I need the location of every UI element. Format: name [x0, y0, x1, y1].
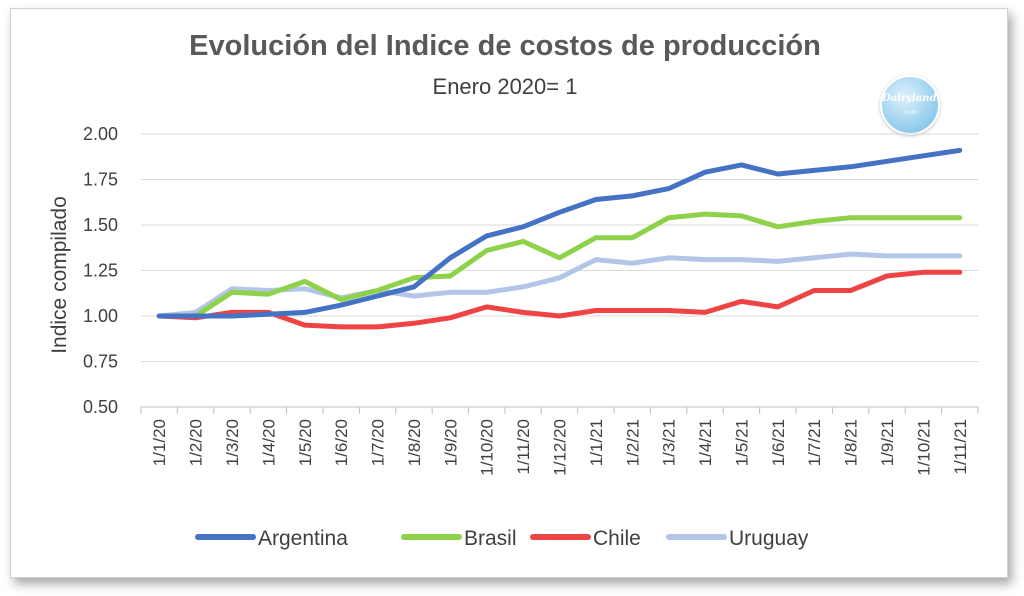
- x-tick-label: 1/8/20: [405, 419, 424, 466]
- y-tick-label: 1.25: [83, 261, 118, 281]
- x-tick-label: 1/3/20: [223, 419, 242, 466]
- legend-label-argentina: Argentina: [258, 527, 348, 550]
- y-tick-label: 2.00: [83, 124, 118, 144]
- y-axis-label: Indice compilado: [48, 196, 71, 354]
- legend-label-uruguay: Uruguay: [729, 527, 809, 550]
- x-tick-label: 1/8/21: [842, 419, 861, 466]
- x-tick-label: 1/4/20: [259, 419, 278, 466]
- x-tick-label: 1/12/20: [551, 419, 570, 476]
- logo-text: Dairylando: [882, 93, 944, 104]
- x-tick-label: 1/4/21: [696, 419, 715, 466]
- legend-label-brasil: Brasil: [464, 527, 517, 550]
- x-tick-label: 1/10/20: [478, 419, 497, 476]
- chart-title: Evolución del Indice de costos de produc…: [189, 30, 821, 62]
- y-axis-ticks: 0.50 0.75 1.00 1.25 1.50 1.75 2.00: [83, 124, 118, 417]
- x-tick-label: 1/1/21: [587, 419, 606, 466]
- y-tick-label: 1.50: [83, 215, 118, 235]
- x-axis: 1/1/20 1/2/20 1/3/20 1/4/20 1/5/20 1/6/20 1/7/…: [140, 406, 979, 476]
- x-tick-label: 1/11/21: [951, 419, 970, 474]
- x-tick-label: 1/11/20: [514, 419, 533, 474]
- legend-label-chile: Chile: [593, 527, 641, 550]
- x-tick-label: 1/3/21: [660, 419, 679, 466]
- x-tick-label: 1/9/20: [441, 419, 460, 466]
- x-tick-label: 1/6/20: [332, 419, 351, 466]
- x-tick-label: 1/10/21: [914, 419, 933, 476]
- x-tick-label: 1/5/20: [296, 419, 315, 466]
- dairylando-logo-icon: Dairylando .com: [880, 75, 944, 135]
- x-tick-label: 1/9/21: [878, 419, 897, 466]
- series-line-argentina: [156, 147, 963, 319]
- legend: Argentina Brasil Chile Uruguay: [195, 527, 809, 550]
- x-tick-label: 1/5/21: [732, 419, 751, 466]
- y-tick-label: 0.50: [83, 397, 118, 417]
- x-tick-label: 1/6/21: [769, 419, 788, 466]
- y-tick-label: 0.75: [83, 352, 118, 372]
- x-tick-label: 1/2/21: [623, 419, 642, 466]
- x-tick-label: 1/7/20: [369, 419, 388, 466]
- x-tick-label: 1/1/20: [150, 419, 169, 466]
- logo-subtext: .com: [902, 109, 918, 116]
- series-line-chile: [156, 269, 963, 330]
- series-lines: [156, 147, 963, 330]
- series-line-uruguay: [156, 251, 963, 319]
- y-tick-label: 1.00: [83, 306, 118, 326]
- chart-subtitle: Enero 2020= 1: [432, 74, 578, 99]
- y-tick-label: 1.75: [83, 170, 118, 190]
- x-tick-label: 1/7/21: [805, 419, 824, 466]
- series-line-brasil: [156, 211, 963, 319]
- x-tick-label: 1/2/20: [187, 419, 206, 466]
